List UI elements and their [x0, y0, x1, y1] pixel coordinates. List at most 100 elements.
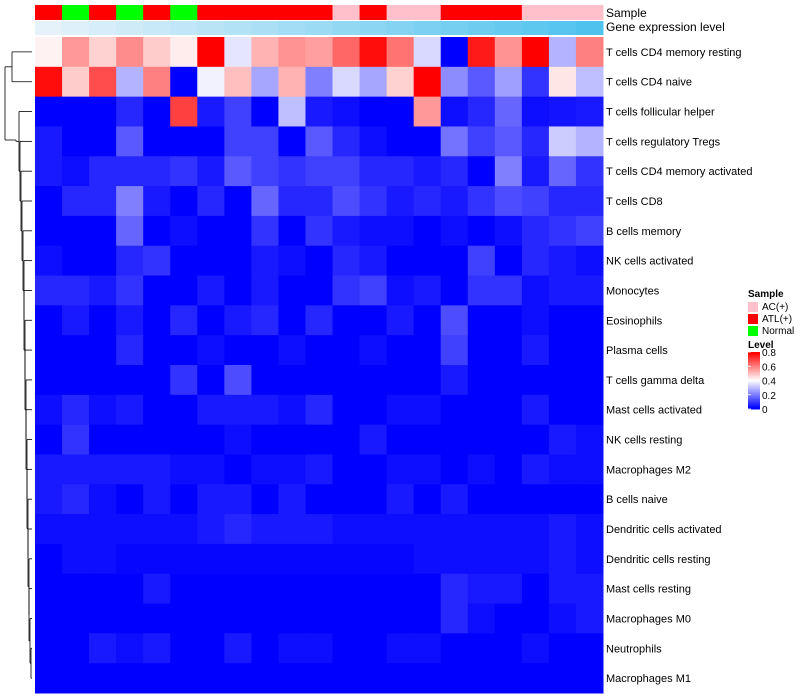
heatmap-cell — [548, 305, 577, 336]
heatmap-cell — [359, 37, 388, 68]
heatmap-cell — [116, 365, 144, 396]
heatmap-cell — [89, 96, 117, 127]
expression-annotation-cell — [494, 21, 523, 35]
heatmap-cell — [494, 543, 523, 575]
heatmap-cell — [575, 484, 604, 515]
heatmap-cell — [116, 514, 144, 545]
heatmap-cell — [170, 424, 198, 455]
heatmap-cell — [116, 96, 144, 127]
heatmap-cell — [521, 514, 550, 545]
heatmap-cell — [89, 335, 117, 366]
heatmap-cell — [413, 66, 442, 98]
heatmap-cell — [332, 66, 361, 98]
heatmap-cell — [359, 365, 388, 396]
heatmap-cell — [278, 514, 306, 545]
heatmap-cell — [548, 394, 577, 426]
heatmap-cell — [386, 454, 415, 485]
heatmap-cell — [251, 305, 279, 336]
heatmap-cell — [440, 514, 469, 545]
heatmap-cell — [413, 37, 442, 68]
heatmap-cell — [467, 186, 496, 217]
heatmap-cell — [413, 186, 442, 217]
heatmap-cell — [197, 335, 225, 366]
heatmap-cell — [197, 484, 225, 515]
heatmap-cell — [440, 543, 469, 575]
sample-annotation-cell — [116, 5, 144, 20]
heatmap-cell — [305, 365, 334, 396]
heatmap-cell — [440, 215, 469, 247]
heatmap-cell — [332, 126, 361, 157]
heatmap-cell — [494, 66, 523, 98]
sample-annotation-cell — [224, 5, 252, 20]
heatmap-cell — [359, 484, 388, 515]
expression-annotation-cell — [197, 21, 225, 35]
level-legend-gradient-step — [748, 353, 760, 356]
heatmap-cell — [494, 663, 523, 694]
heatmap-cell — [521, 484, 550, 515]
heatmap-cell — [170, 335, 198, 366]
level-legend-gradient-step — [748, 357, 760, 360]
heatmap-cell — [332, 365, 361, 396]
heatmap-cell — [170, 37, 198, 68]
heatmap-cell — [521, 365, 550, 396]
heatmap-cell — [170, 633, 198, 664]
heatmap-cell — [251, 573, 279, 605]
heatmap-cell — [548, 335, 577, 366]
heatmap-cell — [467, 514, 496, 545]
heatmap-cell — [494, 573, 523, 605]
heatmap-cell — [116, 454, 144, 485]
heatmap-cell — [305, 573, 334, 605]
heatmap-cell — [332, 215, 361, 247]
heatmap-cell — [251, 126, 279, 157]
heatmap-cell — [467, 484, 496, 515]
heatmap-cell — [548, 186, 577, 217]
heatmap-cell — [251, 365, 279, 396]
heatmap-cell — [251, 37, 279, 68]
heatmap-cell — [278, 663, 306, 694]
heatmap-cell — [413, 394, 442, 426]
level-legend-gradient-step — [748, 371, 760, 374]
heatmap-cell — [521, 454, 550, 485]
heatmap-cell — [62, 37, 90, 68]
heatmap-cell — [251, 603, 279, 634]
heatmap-cell — [386, 633, 415, 664]
heatmap-cell — [143, 663, 171, 694]
heatmap-cell — [89, 454, 117, 485]
heatmap-cell — [251, 633, 279, 664]
heatmap-cell — [278, 543, 306, 575]
heatmap-cell — [89, 215, 117, 247]
row-label: Dendritic cells activated — [606, 524, 722, 536]
sample-annotation-cell — [170, 5, 198, 20]
heatmap-cell — [467, 215, 496, 247]
heatmap-cell — [494, 514, 523, 545]
level-legend-gradient-step — [748, 359, 760, 362]
heatmap-cell — [224, 633, 252, 664]
heatmap-cell — [575, 156, 604, 187]
sample-annotation-cell — [467, 5, 496, 20]
heatmap-cell — [494, 633, 523, 664]
heatmap-cell — [35, 663, 63, 694]
heatmap-cell — [251, 275, 279, 306]
heatmap-cell — [413, 335, 442, 366]
row-label: T cells CD4 memory resting — [606, 47, 742, 59]
heatmap-cell — [575, 663, 604, 694]
row-label: T cells CD8 — [606, 196, 663, 208]
heatmap-cell — [224, 663, 252, 694]
heatmap-cell — [575, 186, 604, 217]
heatmap-cell — [251, 245, 279, 277]
heatmap-cell — [467, 335, 496, 366]
row-label: Eosinophils — [606, 315, 663, 327]
heatmap-cell — [89, 126, 117, 157]
level-legend: Level 0.8 0.6 0.4 0.2 0 — [748, 340, 776, 416]
heatmap-cell — [143, 335, 171, 366]
expression-annotation-cell — [440, 21, 469, 35]
heatmap-cell — [521, 603, 550, 634]
heatmap-cell — [548, 603, 577, 634]
heatmap-cell — [521, 394, 550, 426]
heatmap-cell — [359, 275, 388, 306]
heatmap-cell — [575, 245, 604, 277]
heatmap-cell — [224, 335, 252, 366]
heatmap-cell — [278, 633, 306, 664]
heatmap-cell — [278, 603, 306, 634]
